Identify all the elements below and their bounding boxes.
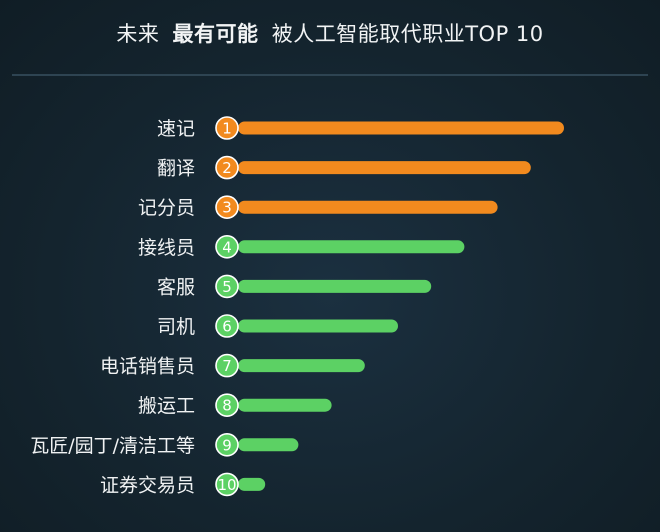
- bar: [238, 200, 498, 214]
- category-label: 接线员: [138, 237, 195, 259]
- rank-circle: [215, 432, 239, 457]
- title-part-1: 未来: [116, 22, 160, 46]
- rank-circle: [215, 353, 239, 378]
- rank-circle: [215, 155, 239, 180]
- rank-circle: [215, 195, 239, 219]
- category-label: 翻译: [157, 158, 195, 180]
- rank-circle: [215, 314, 239, 338]
- category-label: 客服: [157, 276, 195, 298]
- title-part-3: 被人工智能取代职业TOP 10: [271, 22, 544, 46]
- bar: [238, 279, 432, 293]
- bar: [238, 477, 266, 491]
- rank-number: 6: [222, 318, 232, 336]
- rank-number: 7: [222, 357, 232, 375]
- bar: [238, 398, 332, 412]
- bar: [238, 121, 564, 135]
- category-label: 记分员: [138, 197, 195, 219]
- rank-number: 9: [222, 436, 232, 454]
- bar: [238, 240, 465, 254]
- rank-number: 3: [222, 199, 232, 217]
- category-label: 瓦匠/园丁/清洁工等: [30, 435, 195, 457]
- rank-circle: [215, 235, 239, 259]
- category-label: 电话销售员: [100, 356, 195, 378]
- rank-circle: [215, 116, 239, 140]
- bar: [238, 359, 365, 373]
- rank-circle: [215, 393, 239, 418]
- bar: [238, 161, 531, 175]
- bar: [238, 319, 398, 333]
- title-divider: [12, 74, 648, 76]
- rank-number: 8: [222, 397, 232, 415]
- category-label: 司机: [157, 316, 195, 338]
- rank-number: 1: [222, 120, 232, 138]
- category-label: 证券交易员: [100, 474, 195, 496]
- title-part-2: 最有可能: [172, 22, 259, 46]
- rank-circle: [215, 472, 239, 497]
- rank-number: 10: [217, 476, 236, 494]
- rank-circle: [215, 274, 239, 299]
- category-label: 速记: [157, 118, 195, 140]
- rank-number: 2: [222, 159, 232, 177]
- bar: [238, 438, 299, 452]
- category-label: 搬运工: [138, 395, 195, 417]
- rank-number: 4: [222, 238, 232, 256]
- chart-title: 未来 最有可能 被人工智能取代职业TOP 10: [0, 18, 660, 48]
- rank-number: 5: [222, 278, 232, 296]
